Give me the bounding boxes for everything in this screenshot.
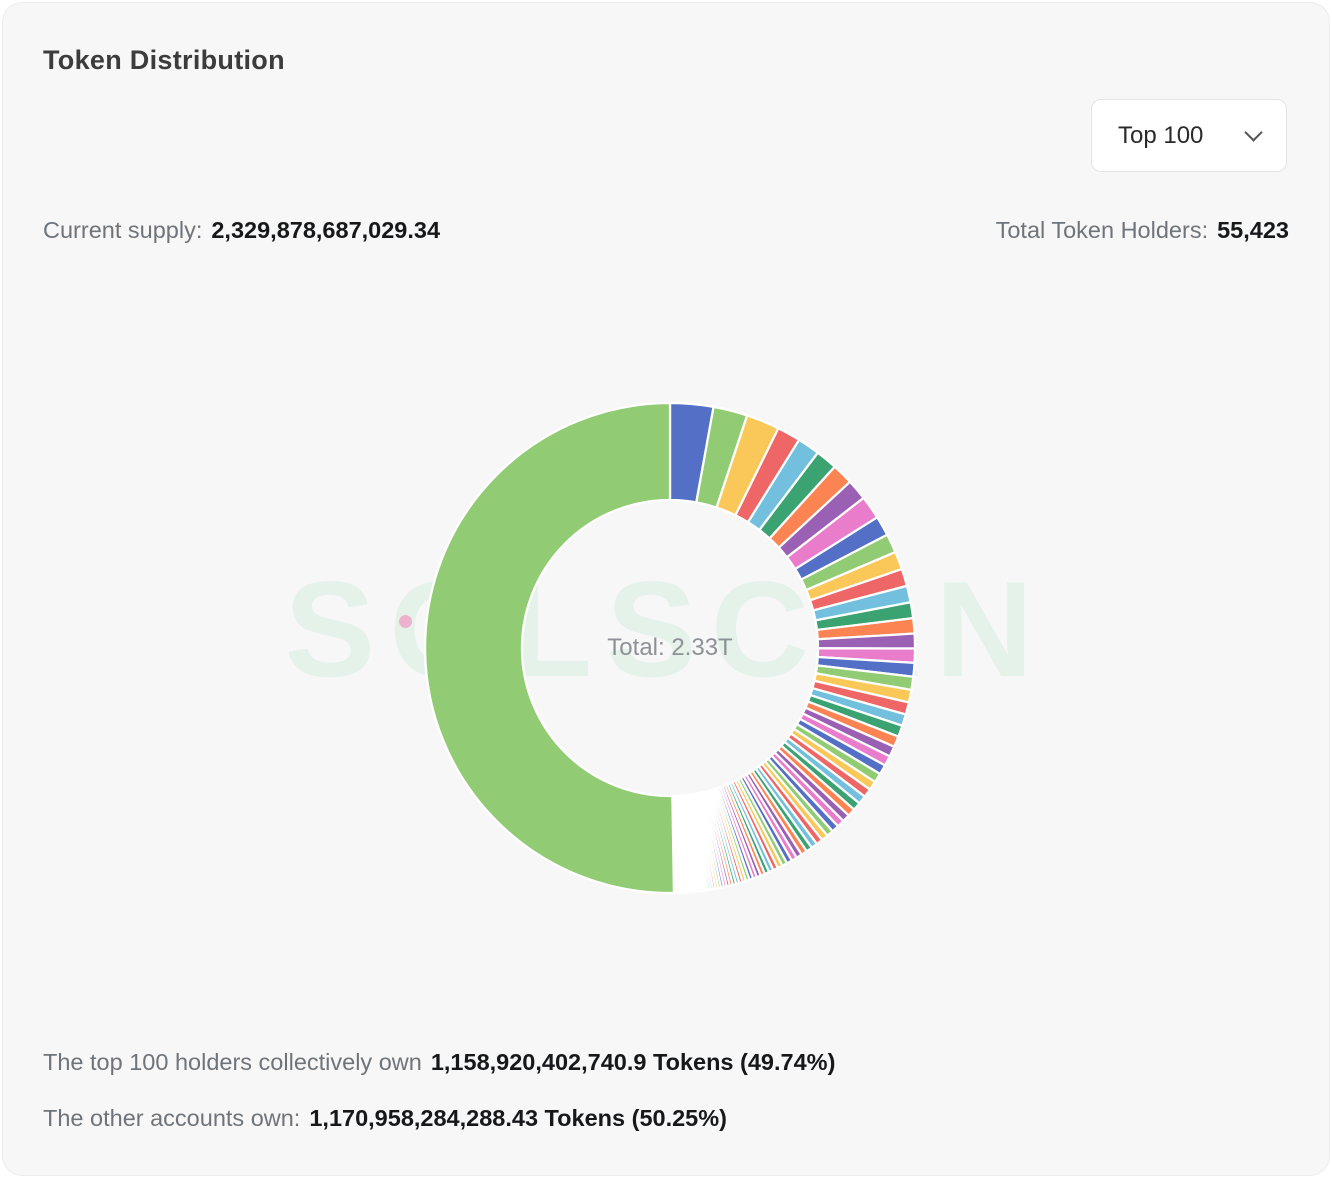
others-summary-value: 1,170,958,284,288.43 Tokens (50.25%) [309, 1105, 727, 1131]
current-supply: Current supply: 2,329,878,687,029.34 [43, 217, 440, 244]
stats-row: Current supply: 2,329,878,687,029.34 Tota… [43, 217, 1289, 244]
dropdown-selected-value: Top 100 [1118, 121, 1204, 149]
donut-segment-others[interactable] [423, 401, 676, 895]
current-supply-label: Current supply: [43, 217, 203, 243]
total-holders-value: 55,423 [1217, 217, 1289, 243]
total-token-holders: Total Token Holders: 55,423 [996, 217, 1289, 244]
top100-summary-value: 1,158,920,402,740.9 Tokens (49.74%) [430, 1049, 836, 1075]
watermark-logo-dot [399, 615, 412, 628]
top-100-dropdown[interactable]: Top 100 [1091, 99, 1287, 172]
top100-summary-label: The top 100 holders collectively own [43, 1049, 422, 1075]
top100-summary-line: The top 100 holders collectively own 1,15… [43, 1049, 835, 1076]
others-summary-label: The other accounts own: [43, 1105, 301, 1131]
donut-chart-container: Total: 2.33T [408, 386, 932, 910]
current-supply-value: 2,329,878,687,029.34 [211, 217, 441, 243]
chevron-down-icon [1244, 122, 1263, 142]
page-title: Token Distribution [43, 45, 285, 75]
donut-chart [423, 401, 917, 895]
others-summary-line: The other accounts own: 1,170,958,284,288… [43, 1105, 727, 1132]
total-holders-label: Total Token Holders: [995, 217, 1209, 243]
